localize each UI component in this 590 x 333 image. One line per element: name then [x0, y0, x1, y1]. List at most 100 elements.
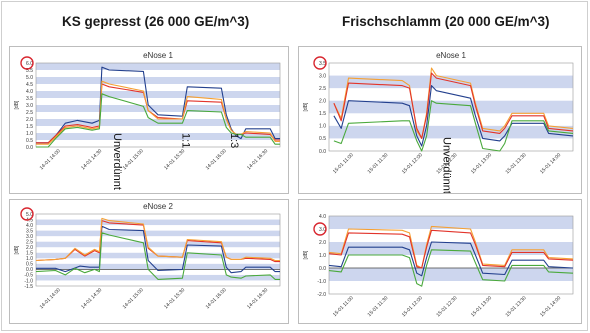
- series-line-red: [328, 229, 574, 269]
- series-line-orange: [328, 225, 574, 269]
- grid-band: [36, 91, 280, 98]
- annotation-label: Unverdünnt: [441, 137, 453, 193]
- chart-frisch-enose1: 0.0 0.5 1.0 1.5 2.0 2.5 3.0 3.5 [dB] eNose 1 15-01…: [303, 51, 574, 194]
- y-tick-label: 3.0: [26, 234, 33, 240]
- y-tick-label: 1.0: [319, 124, 326, 130]
- grid-band: [36, 241, 280, 248]
- chart-panel-frisch-enose2: -2.0 -1.0 0.0 1.0 2.0 3.0 4.0 [dB] 15-01 11:00 15…: [298, 199, 582, 324]
- y-tick-label: 4.0: [26, 89, 33, 95]
- y-tick-label: 4.0: [26, 223, 33, 229]
- x-tick-label: 15-01 12:00: [401, 295, 424, 318]
- plot-area: [35, 62, 281, 148]
- grid-band: [36, 105, 280, 112]
- y-tick-label: 2.5: [26, 110, 33, 116]
- y-tick-label: -2.0: [317, 292, 326, 298]
- y-tick-label: 0.0: [26, 267, 33, 273]
- chart-panel-ks-enose2: -1.5 -1.0 -0.5 0.0 0.5 1.0 1.5 2.0 2.5 3.0 3.5 4.0 4…: [9, 199, 289, 324]
- y-tick-label: 4.5: [26, 82, 33, 88]
- y-tick-label: 2.0: [26, 245, 33, 251]
- y-tick-label: -0.5: [24, 273, 33, 279]
- grid-band: [36, 133, 280, 140]
- x-tick-label: 14-01 15:30: [163, 148, 186, 171]
- y-tick-label: 2.5: [319, 86, 326, 92]
- series-line-green: [328, 249, 574, 287]
- x-tick-label: 15-01 11:00: [332, 152, 355, 175]
- grid-band: [329, 100, 573, 114]
- y-axis-label: [dB]: [14, 245, 20, 255]
- chart-ks-enose1: 0.00.51.01.52.02.53.03.54.04.55.05.56.0 […: [14, 51, 281, 190]
- plot-area: [328, 215, 574, 295]
- x-tick-label: 14-01 15:30: [163, 287, 186, 310]
- y-tick-label: 1.0: [26, 256, 33, 262]
- series-line-orange: [35, 217, 280, 262]
- x-tick-label: 14-01 15:00: [122, 287, 145, 310]
- highlight-circle: [313, 56, 327, 70]
- y-tick-label: 1.5: [26, 251, 33, 257]
- grid-band: [36, 219, 280, 226]
- highlight-circle: [20, 207, 34, 221]
- y-tick-label: 3.5: [26, 228, 33, 234]
- plot-area: [328, 62, 574, 152]
- y-tick-label: 3.5: [26, 96, 33, 102]
- grid-band: [36, 63, 280, 70]
- x-tick-label: 14-01 16:00: [205, 287, 228, 310]
- y-tick-label: 3.0: [319, 73, 326, 79]
- grid-band: [329, 268, 573, 281]
- x-tick-label: 14-01 16:30: [246, 287, 269, 310]
- chart-title: eNose 1: [143, 51, 173, 60]
- y-tick-label: 3.0: [26, 103, 33, 109]
- highlight-circle: [313, 222, 327, 236]
- x-tick-label: 14-01 14:00: [39, 148, 62, 171]
- x-tick-label: 15-01 13:30: [505, 152, 528, 175]
- series-line-green: [333, 100, 574, 152]
- y-tick-label: 0.0: [26, 145, 33, 151]
- chart-panel-ks-enose1: 0.0 0.5 1.0 1.5 2.0 2.5 3.0 3.5 4.0 4.5 5.0 5.5 6.0 […: [9, 46, 289, 194]
- x-tick-label: 15-01 13:00: [470, 152, 493, 175]
- series-line-blue: [333, 85, 574, 147]
- series-line-blue: [36, 66, 280, 144]
- y-tick-label: 1.0: [319, 253, 326, 259]
- grid-band: [36, 119, 280, 126]
- series-line-green: [36, 93, 280, 148]
- y-tick-label: -1.0: [317, 279, 326, 285]
- chart-ks-enose2: -1.5-1.0-0.50.00.51.01.52.02.53.03.54.04…: [14, 202, 281, 310]
- y-tick-label: 3.0: [319, 227, 326, 233]
- annotation-label: 1:1: [179, 133, 191, 148]
- y-tick-label: 0.0: [319, 266, 326, 272]
- y-tick-label: 5.5: [26, 68, 33, 74]
- y-tick-label: 1.5: [26, 124, 33, 130]
- y-tick-label: -1.0: [24, 278, 33, 284]
- grid-band: [329, 242, 573, 255]
- y-tick-label: 2.0: [319, 99, 326, 105]
- y-tick-label: -1.5: [24, 284, 33, 290]
- chart-panel-frisch-enose1: 0.0 0.5 1.0 1.5 2.0 2.5 3.0 3.5 [dB] eNose 1 15-01…: [298, 46, 582, 194]
- y-tick-label: 0.5: [26, 138, 33, 144]
- y-axis-label: [dB]: [303, 102, 309, 112]
- chart-frisch-enose2: -2.0 -1.0 0.0 1.0 2.0 3.0 4.0 [dB] 15-01 11:00 15…: [303, 214, 574, 318]
- x-tick-label: 14-01 14:30: [80, 148, 103, 171]
- annotation-label: Unverdünnt: [111, 133, 123, 190]
- series-line-orange: [36, 80, 280, 145]
- x-tick-label: 15-01 12:30: [435, 295, 458, 318]
- y-tick-label: 2.5: [26, 239, 33, 245]
- y-tick-label: 1.0: [26, 131, 33, 137]
- series-line-blue: [328, 241, 574, 277]
- series-line-red: [333, 72, 574, 139]
- x-tick-label: 14-01 16:00: [205, 148, 228, 171]
- y-tick-label: 5.0: [26, 212, 33, 218]
- grid-band: [36, 230, 280, 237]
- plot-area: [35, 213, 281, 287]
- x-tick-label: 14-01 14:30: [80, 287, 103, 310]
- series-line-orange: [333, 67, 574, 139]
- right-section-title: Frischschlamm (20 000 GE/m^3): [342, 14, 550, 29]
- y-tick-label: 4.0: [319, 214, 326, 220]
- x-tick-label: 14-01 14:00: [39, 287, 62, 310]
- grid-band: [36, 263, 280, 270]
- annotation-label: 1:3: [228, 133, 240, 148]
- x-tick-label: 15-01 13:30: [505, 295, 528, 318]
- highlight-circle: [20, 56, 34, 70]
- y-tick-label: 4.5: [26, 217, 33, 223]
- y-axis-label: [dB]: [303, 250, 309, 260]
- x-tick-label: 15-01 13:00: [470, 295, 493, 318]
- chart-title: eNose 2: [143, 202, 173, 211]
